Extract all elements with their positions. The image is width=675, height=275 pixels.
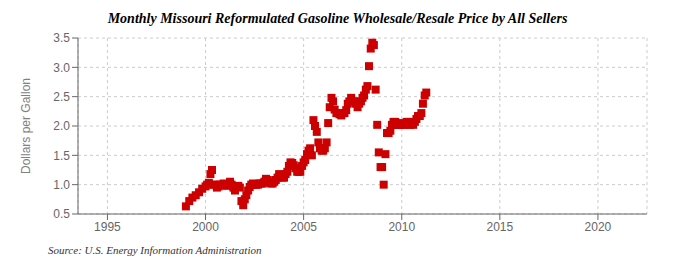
svg-text:3.0: 3.0 (53, 61, 70, 75)
html-text:Source: U.S. Energy Informatio: Source: U.S. Energy Information Administ… (48, 244, 262, 256)
svg-text:2020: 2020 (585, 220, 612, 234)
svg-text:2005: 2005 (290, 220, 317, 234)
svg-text:2.0: 2.0 (53, 119, 70, 133)
svg-text:1.0: 1.0 (53, 178, 70, 192)
svg-text:3.5: 3.5 (53, 31, 70, 45)
svg-text:Dollars per Gallon: Dollars per Gallon (19, 78, 33, 174)
svg-text:0.5: 0.5 (53, 207, 70, 221)
svg-text:1.5: 1.5 (53, 149, 70, 163)
svg-text:2015: 2015 (486, 220, 513, 234)
svg-text:2010: 2010 (388, 220, 415, 234)
html-text:Monthly Missouri Reformulated: Monthly Missouri Reformulated Gasoline W… (107, 11, 568, 26)
svg-text:2.5: 2.5 (53, 90, 70, 104)
svg-text:2000: 2000 (192, 220, 219, 234)
svg-text:1995: 1995 (94, 220, 121, 234)
